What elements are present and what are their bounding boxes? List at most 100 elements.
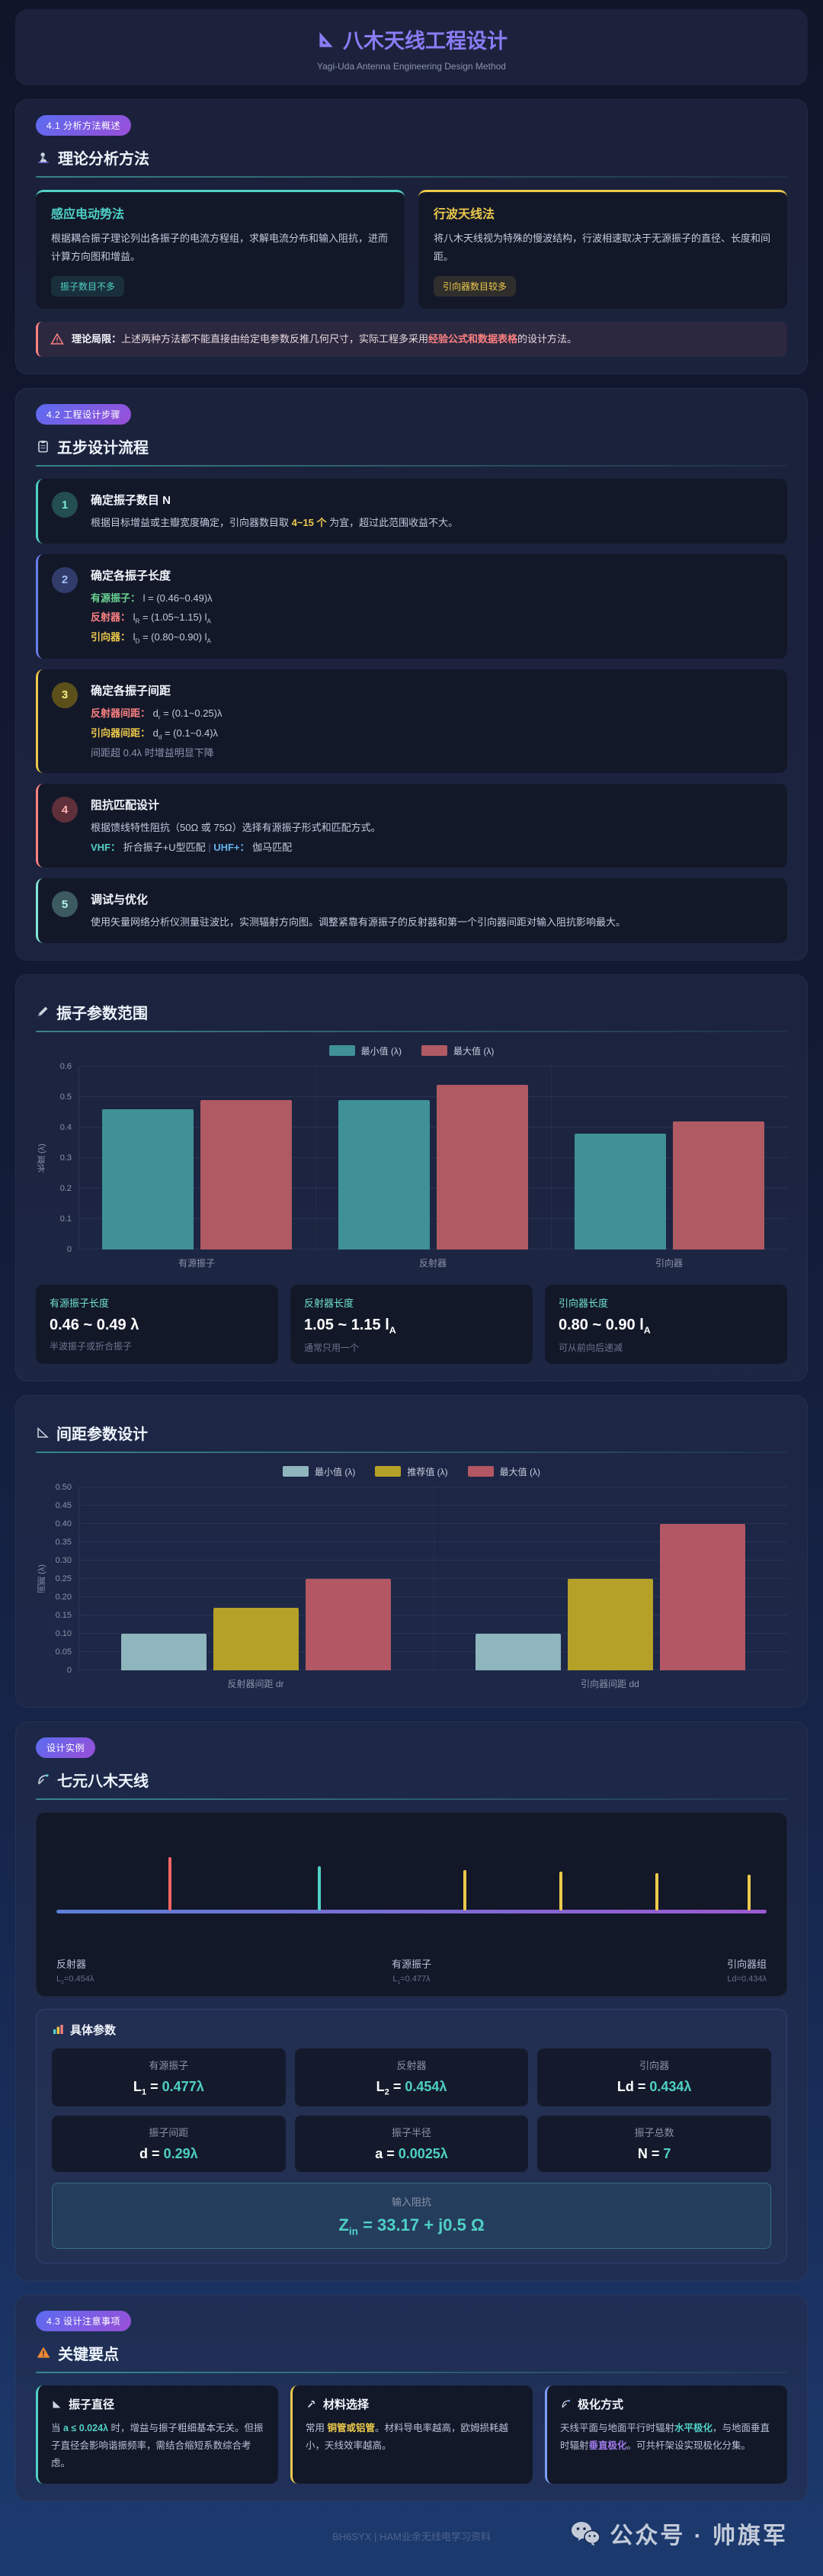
section-badge: 4.1 分析方法概述 bbox=[36, 115, 132, 136]
x-axis-label: 引向器间距 dd bbox=[581, 1678, 639, 1689]
antenna-element bbox=[168, 1856, 172, 1910]
bar bbox=[574, 1133, 666, 1250]
method-tag: 振子数目不多 bbox=[51, 276, 125, 297]
bar-group bbox=[79, 1487, 434, 1670]
bar bbox=[338, 1099, 430, 1250]
note-cards: 振子直径 当 a ≤ 0.024λ 时，增益与振子粗细基本无关。但振子直径会影响… bbox=[36, 2385, 787, 2485]
legend-item: 最小值 (λ) bbox=[283, 1465, 355, 1478]
y-tick-label: 0.6 bbox=[59, 1061, 72, 1071]
param-value: L2 = 0.454λ bbox=[376, 2078, 447, 2097]
note-title-row: 材料选择 bbox=[306, 2396, 520, 2412]
stat-card-director-length: 引向器长度 0.80 ~ 0.90 lA 可从前向后递减 bbox=[545, 1284, 787, 1364]
y-tick-label: 0.10 bbox=[55, 1628, 72, 1638]
stat-cards: 有源振子长度 0.46 ~ 0.49 λ 半波振子或折合振子 反射器长度 1.0… bbox=[36, 1284, 787, 1364]
warning-icon bbox=[36, 2345, 51, 2360]
step-card-4: 4 阻抗匹配设计 根据馈线特性阻抗（50Ω 或 75Ω）选择有源振子形式和匹配方… bbox=[36, 784, 787, 868]
label-directors: 引向器组 Ld=0.434λ bbox=[683, 1956, 767, 1985]
label-driven: 有源振子 L1=0.477λ bbox=[370, 1956, 453, 1985]
note-title-row: 极化方式 bbox=[560, 2396, 774, 2412]
gridline bbox=[79, 1248, 787, 1250]
bar bbox=[475, 1633, 561, 1670]
y-tick-label: 0.45 bbox=[55, 1500, 72, 1510]
gridline bbox=[551, 1066, 552, 1250]
step-card-1: 1 确定振子数目 N 根据目标增益或主瓣宽度确定，引向器数目取 4~15 个 为… bbox=[36, 479, 787, 544]
method-cards: 感应电动势法 根据耦合振子理论列出各振子的电流方程组，求解电流分布和输入阻抗，进… bbox=[36, 190, 787, 310]
stat-title: 引向器长度 bbox=[559, 1297, 609, 1309]
param-value: L1 = 0.477λ bbox=[133, 2078, 204, 2097]
param-label: 引向器 bbox=[639, 2059, 670, 2071]
param-value: N = 7 bbox=[637, 2146, 671, 2162]
legend-item: 最大值 (λ) bbox=[467, 1465, 540, 1478]
section-spacing-params: 间距参数设计 最小值 (λ) 推荐值 (λ) 最大值 (λ) 间距 (λ) 0.50… bbox=[15, 1394, 808, 1708]
gridline bbox=[79, 1577, 787, 1579]
parameters-grid: 有源振子 L1 = 0.477λ 反射器 L2 = 0.454λ 引向器 Ld … bbox=[52, 2048, 771, 2173]
element-name: 反射器 bbox=[56, 1958, 87, 1970]
step-text: 反射器间距： dr = (0.1~0.25)λ bbox=[91, 707, 223, 721]
param-label: 反射器 bbox=[396, 2059, 427, 2071]
section-badge: 设计实例 bbox=[36, 1737, 96, 1758]
antenna-stage bbox=[56, 1825, 767, 1914]
param-label: 有源振子 bbox=[149, 2059, 189, 2071]
section-title-row: 振子参数范围 bbox=[36, 1001, 787, 1023]
impedance-value: Zin = 33.17 + j0.5 Ω bbox=[338, 2215, 485, 2238]
element-name: 引向器组 bbox=[726, 1958, 767, 1970]
bar bbox=[672, 1121, 764, 1250]
x-axis-label: 反射器间距 dr bbox=[227, 1678, 284, 1689]
param-value: d = 0.29λ bbox=[139, 2146, 198, 2162]
gridline bbox=[79, 1522, 787, 1524]
y-axis-title: 间距 (λ) bbox=[37, 1564, 46, 1593]
legend-item: 推荐值 (λ) bbox=[375, 1465, 448, 1478]
page-title: 八木天线工程设计 bbox=[343, 30, 508, 53]
note-title: 极化方式 bbox=[578, 2398, 624, 2411]
stat-value: 1.05 ~ 1.15 lA bbox=[304, 1316, 396, 1336]
gridline bbox=[79, 1632, 787, 1634]
method-card-traveling-wave: 行波天线法 将八木天线视为特殊的慢波结构，行波相速取决于无源振子的直径、长度和间… bbox=[418, 190, 787, 310]
method-body: 根据耦合振子理论列出各振子的电流方程组，求解电流分布和输入阻抗，进而计算方向图和… bbox=[51, 233, 389, 263]
y-tick-label: 0.15 bbox=[55, 1610, 72, 1620]
title-underline bbox=[36, 1798, 787, 1800]
wechat-icon bbox=[570, 2520, 601, 2546]
stat-value: 0.80 ~ 0.90 lA bbox=[559, 1316, 651, 1336]
gridline bbox=[79, 1096, 787, 1097]
y-tick-label: 0.05 bbox=[55, 1647, 72, 1657]
section-title-row: 七元八木天线 bbox=[36, 1769, 787, 1791]
bar-group bbox=[434, 1487, 788, 1670]
bar bbox=[567, 1578, 653, 1670]
legend-item: 最大值 (λ) bbox=[421, 1044, 494, 1057]
antenna-icon bbox=[36, 1772, 50, 1787]
param-value: a = 0.0025λ bbox=[375, 2146, 448, 2162]
x-axis-label: 引向器 bbox=[655, 1257, 683, 1269]
section-design-steps: 4.2 工程设计步骤 五步设计流程 1 确定振子数目 N 根据目标增益或主瓣宽度… bbox=[15, 388, 808, 961]
y-tick-label: 0.5 bbox=[59, 1092, 72, 1102]
antenna-diagram-panel: 反射器 L2=0.454λ 有源振子 L1=0.477λ 引向器组 Ld=0.4… bbox=[36, 1811, 787, 1997]
step-card-3: 3 确定各振子间距 反射器间距： dr = (0.1~0.25)λ 引向器间距：… bbox=[36, 669, 787, 774]
bar bbox=[213, 1607, 299, 1670]
param-label: 振子总数 bbox=[634, 2127, 674, 2139]
y-axis: 0.50 0.45 0.40 0.35 0.30 0.25 0.20 0.15 0.10 0.05… bbox=[48, 1483, 78, 1675]
antenna-boom bbox=[56, 1909, 767, 1914]
param-director: 引向器 Ld = 0.434λ bbox=[537, 2048, 771, 2107]
section-analysis-methods: 4.1 分析方法概述 理论分析方法 感应电动势法 根据耦合振子理论列出各振子的电… bbox=[15, 99, 808, 375]
gridline bbox=[79, 1504, 787, 1506]
section-badge: 4.2 工程设计步骤 bbox=[36, 404, 132, 425]
parameters-panel: 具体参数 有源振子 L1 = 0.477λ 反射器 L2 = 0.454λ 引向… bbox=[36, 2008, 787, 2263]
param-driven: 有源振子 L1 = 0.477λ bbox=[52, 2048, 286, 2107]
note-card-polarization: 极化方式 天线平面与地面平行时辐射水平极化，与地面垂直时辐射垂直极化。可共杆架设… bbox=[545, 2385, 787, 2485]
page-title-row: 八木天线工程设计 bbox=[23, 24, 800, 54]
section-element-params: 振子参数范围 最小值 (λ) 最大值 (λ) 长度 (λ) 0.6 0.5 0.4 0.… bbox=[15, 974, 808, 1381]
param-label: 振子间距 bbox=[149, 2127, 189, 2139]
input-impedance-box: 输入阻抗 Zin = 33.17 + j0.5 Ω bbox=[52, 2183, 771, 2249]
param-spacing: 振子间距 d = 0.29λ bbox=[52, 2116, 286, 2173]
element-length-chart: 最小值 (λ) 最大值 (λ) 长度 (λ) 0.6 0.5 0.4 0.3 0.2 0.1… bbox=[36, 1044, 787, 1269]
stat-note: 通常只用一个 bbox=[304, 1342, 360, 1353]
y-tick-label: 0 bbox=[66, 1244, 72, 1254]
limitation-warning: 理论局限：上述两种方法都不能直接由给定电参数反推几何尺寸，实际工程多采用经验公式… bbox=[36, 322, 787, 358]
method-title: 感应电动势法 bbox=[51, 208, 125, 221]
plot-area bbox=[78, 1065, 787, 1250]
section-title: 间距参数设计 bbox=[56, 1426, 148, 1443]
gridline bbox=[79, 1559, 787, 1561]
step-number: 1 bbox=[52, 492, 78, 518]
section-badge: 4.3 设计注意事项 bbox=[36, 2310, 132, 2331]
step-number: 5 bbox=[52, 891, 78, 918]
title-underline bbox=[36, 176, 787, 178]
